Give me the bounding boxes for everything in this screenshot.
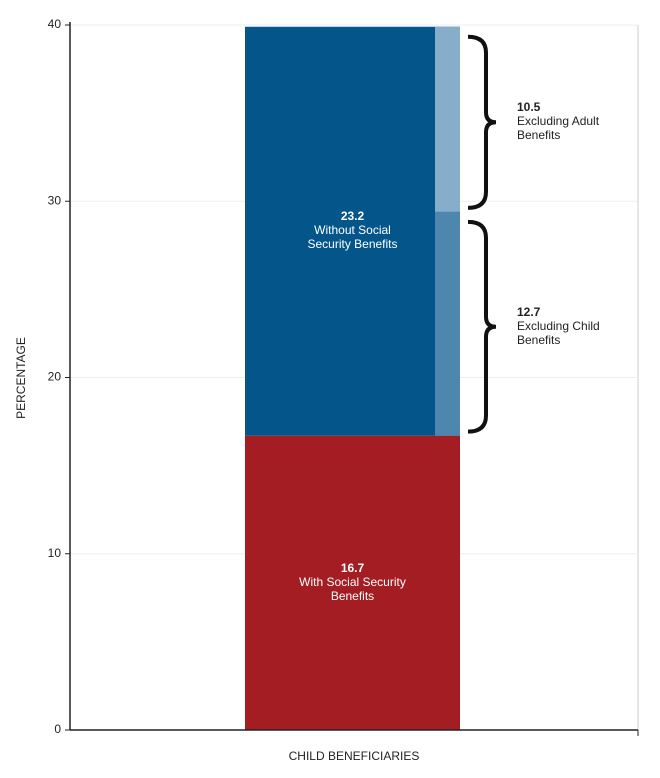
breakdown-name: Excluding Adult Benefits (517, 114, 600, 143)
y-tick-label: 10 (48, 546, 62, 560)
brace (467, 219, 497, 434)
y-axis-title: PERCENTAGE (14, 337, 28, 419)
data-label: 23.2 (340, 209, 365, 224)
x-tick-label: CHILD BENEFICIARIES (289, 749, 420, 763)
brace (467, 34, 497, 210)
y-tick-label: 30 (48, 193, 62, 207)
breakdown-segment (435, 211, 460, 436)
segment-label: 23.2 Without Social Security Benefits (298, 209, 408, 251)
segment-name: Without Social Security Benefits (307, 223, 398, 252)
data-label: 10.5 (517, 100, 541, 115)
breakdown-label: 12.7 Excluding Child Benefits (517, 305, 607, 347)
breakdown-segment (435, 26, 460, 212)
data-label: 16.7 (340, 560, 365, 575)
segment-label: 16.7 With Social Security Benefits (283, 561, 423, 603)
segment-name: With Social Security Benefits (299, 574, 406, 603)
y-tick-label: 0 (54, 722, 61, 736)
y-tick-label: 40 (48, 17, 62, 31)
breakdown-name: Excluding Child Benefits (517, 318, 600, 347)
bar-segment (245, 435, 460, 730)
breakdown-label: 10.5 Excluding Adult Benefits (517, 100, 607, 142)
data-label: 12.7 (517, 304, 541, 319)
bar-segment (245, 26, 460, 436)
y-tick-label: 20 (48, 370, 62, 384)
